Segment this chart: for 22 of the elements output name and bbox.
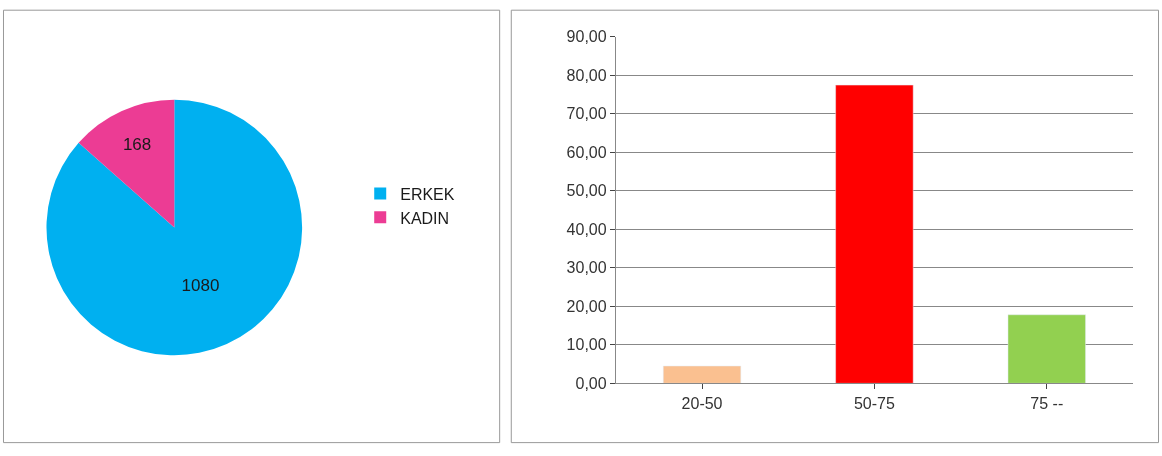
y-tick-label: 30,00 bbox=[566, 259, 607, 277]
bar bbox=[1007, 314, 1086, 384]
data-label: 1080 bbox=[181, 276, 220, 296]
pie-slice bbox=[46, 99, 303, 356]
x-tick-label: 20-50 bbox=[681, 394, 723, 412]
y-tick-label: 0,00 bbox=[575, 374, 607, 392]
data-label: 168 bbox=[122, 135, 152, 155]
pie-slice bbox=[78, 99, 175, 228]
legend-label: ERKEK bbox=[400, 185, 455, 203]
y-tick-label: 20,00 bbox=[566, 297, 607, 315]
y-tick-label: 80,00 bbox=[566, 66, 607, 84]
y-tick-label: 10,00 bbox=[566, 336, 607, 354]
y-tick-label: 60,00 bbox=[566, 143, 607, 161]
x-tick-label: 75 -- bbox=[1030, 394, 1064, 412]
bar bbox=[835, 84, 914, 384]
x-tick-label: 50-75 bbox=[853, 394, 895, 412]
y-tick-label: 50,00 bbox=[566, 182, 607, 200]
legend-label: KADIN bbox=[400, 209, 450, 227]
bar bbox=[663, 365, 742, 384]
y-tick-label: 70,00 bbox=[566, 105, 607, 123]
y-tick-label: 90,00 bbox=[566, 28, 607, 46]
y-tick-label: 40,00 bbox=[566, 220, 607, 238]
